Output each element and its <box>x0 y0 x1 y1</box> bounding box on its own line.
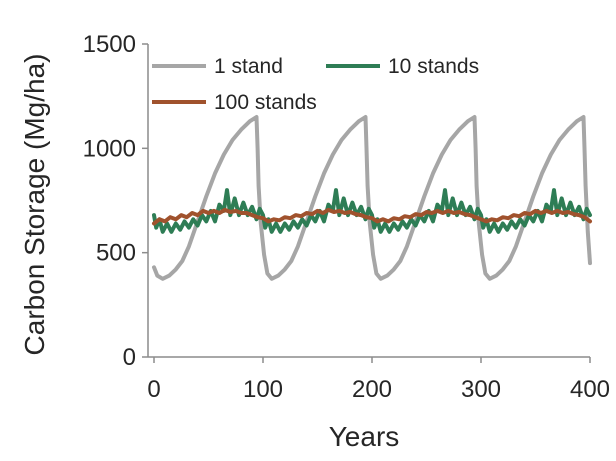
y-tick-label: 1500 <box>83 31 136 58</box>
y-tick-label: 0 <box>123 344 136 371</box>
x-tick-label: 400 <box>570 376 610 403</box>
legend-label: 10 stands <box>388 55 479 78</box>
legend-label: 100 stands <box>214 91 317 114</box>
y-tick-label: 500 <box>96 240 136 267</box>
y-tick-label: 1000 <box>83 135 136 162</box>
y-axis-title: Carbon Storage (Mg/ha) <box>19 54 50 356</box>
x-tick-label: 200 <box>352 376 392 403</box>
x-tick-label: 300 <box>461 376 501 403</box>
series-line-1-stand <box>152 115 592 281</box>
series-lines <box>152 115 592 281</box>
series-line-10-stands <box>152 188 592 234</box>
x-tick-label: 0 <box>147 376 160 403</box>
legend: 1 stand 10 stands 100 stands <box>152 55 479 114</box>
legend-label: 1 stand <box>214 55 283 78</box>
axes: 0 500 1000 1500 0 100 200 300 400 Years Carbon Sto… <box>19 31 610 452</box>
x-axis-title: Years <box>329 421 400 452</box>
series-line-100-stands <box>152 207 592 226</box>
x-tick-label: 100 <box>243 376 283 403</box>
